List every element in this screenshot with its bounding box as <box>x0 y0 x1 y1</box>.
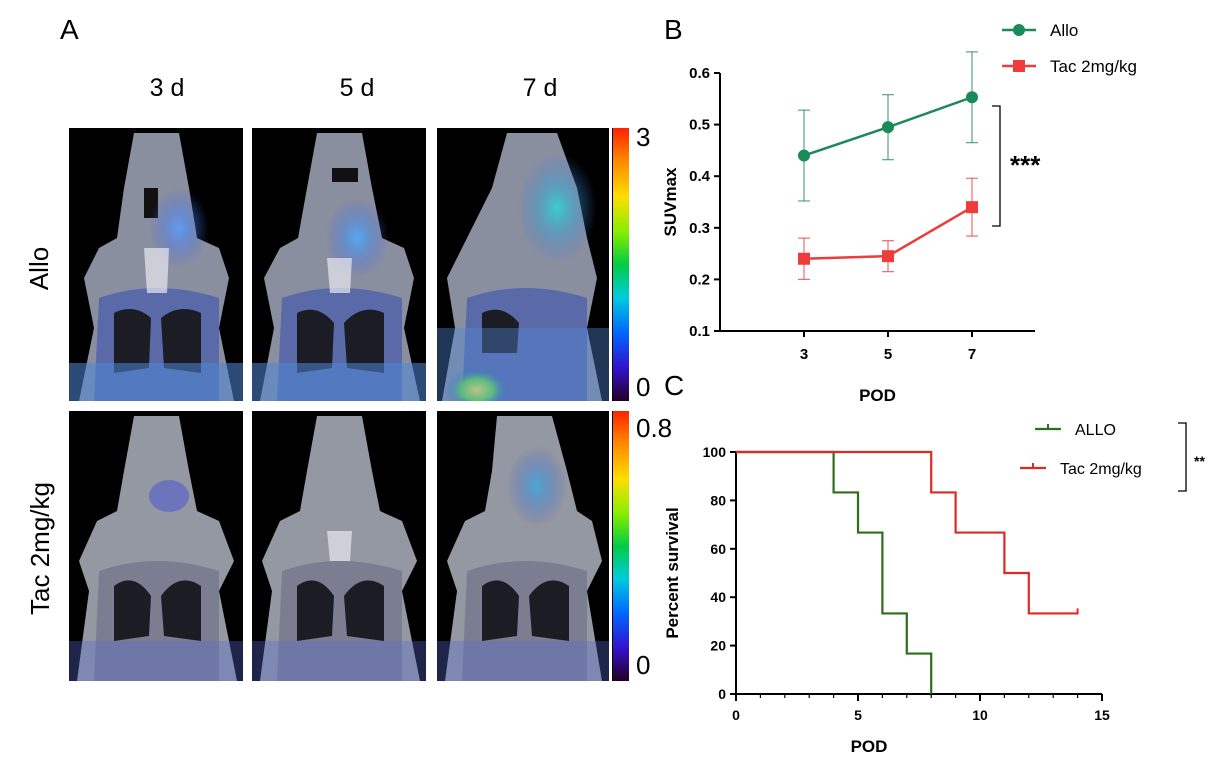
y-axis-title: SUVmax <box>661 167 680 237</box>
legend-label: Allo <box>1050 21 1078 40</box>
significance-bracket <box>992 105 1001 227</box>
x-axis-title: POD <box>859 386 896 405</box>
data-point <box>798 149 810 162</box>
x-tick-label: 5 <box>884 346 892 363</box>
pet-ct-image-allo-3d <box>69 128 243 401</box>
y-tick-label: 0.1 <box>689 323 710 340</box>
y-tick-label: 40 <box>710 589 726 605</box>
legend-label: ALLO <box>1075 422 1116 439</box>
panel-label-c: C <box>664 370 685 401</box>
suvmax-chart: 0.1 0.2 0.3 0.4 0.5 0.6 3 5 7 POD SUVmax *** Allo Tac… <box>661 21 1137 405</box>
column-title-5d: 5 d <box>339 74 375 102</box>
column-title-3d: 3 d <box>149 74 185 102</box>
data-point <box>798 252 810 265</box>
y-tick-label: 0.3 <box>689 220 710 237</box>
x-tick-label: 15 <box>1094 707 1110 723</box>
y-tick-label: 0.2 <box>689 271 710 288</box>
legend-marker <box>1013 60 1025 72</box>
pet-ct-image-tac-7d <box>437 411 609 681</box>
y-tick-label: 20 <box>710 638 726 654</box>
survival-curve-0 <box>736 450 933 694</box>
y-axis-title: Percent survival <box>663 507 682 638</box>
row-label-tac: Tac 2mg/kg <box>24 481 55 615</box>
colorbar-tac-min: 0 <box>636 650 651 680</box>
y-tick-label: 100 <box>703 444 727 460</box>
survival-curve-1 <box>736 450 1078 615</box>
significance-stars: *** <box>1010 150 1041 180</box>
legend-marker <box>1013 24 1025 36</box>
legend-label: Tac 2mg/kg <box>1060 461 1142 478</box>
row-label-allo: Allo <box>24 246 55 290</box>
legend-label: Tac 2mg/kg <box>1050 57 1137 76</box>
y-tick-label: 80 <box>710 492 726 508</box>
x-axis-title: POD <box>851 737 888 756</box>
y-tick-label: 0.6 <box>689 65 710 82</box>
x-tick-label: 10 <box>972 707 988 723</box>
significance-stars: ** <box>1194 453 1205 469</box>
panel-label-b: B <box>664 14 683 45</box>
panel-label-a: A <box>60 14 79 45</box>
x-tick-label: 5 <box>854 707 862 723</box>
x-tick-label: 7 <box>968 346 976 363</box>
colorbar-allo <box>612 128 629 401</box>
pet-ct-image-tac-3d <box>69 411 243 681</box>
colorbar-allo-max: 3 <box>636 122 651 152</box>
colorbar-allo-min: 0 <box>636 372 651 402</box>
y-tick-label: 0 <box>718 686 726 702</box>
colorbar-tac <box>612 411 629 681</box>
data-point <box>966 201 978 214</box>
x-tick-label: 0 <box>732 707 740 723</box>
data-point <box>966 91 978 104</box>
pet-ct-image-allo-7d <box>437 128 609 401</box>
data-point <box>882 250 894 263</box>
pet-ct-image-allo-5d <box>252 128 426 401</box>
x-tick-label: 3 <box>800 346 808 363</box>
y-tick-label: 0.4 <box>689 168 711 185</box>
survival-chart: 0 20 40 60 80 100 0 5 10 15 POD Percent survival ** A… <box>663 422 1205 756</box>
pet-ct-image-tac-5d <box>252 411 426 681</box>
colorbar-tac-max: 0.8 <box>636 413 673 443</box>
y-tick-label: 0.5 <box>689 117 710 134</box>
y-tick-label: 60 <box>710 541 726 557</box>
data-point <box>882 121 894 134</box>
column-title-7d: 7 d <box>522 74 558 102</box>
significance-bracket <box>1178 422 1187 492</box>
